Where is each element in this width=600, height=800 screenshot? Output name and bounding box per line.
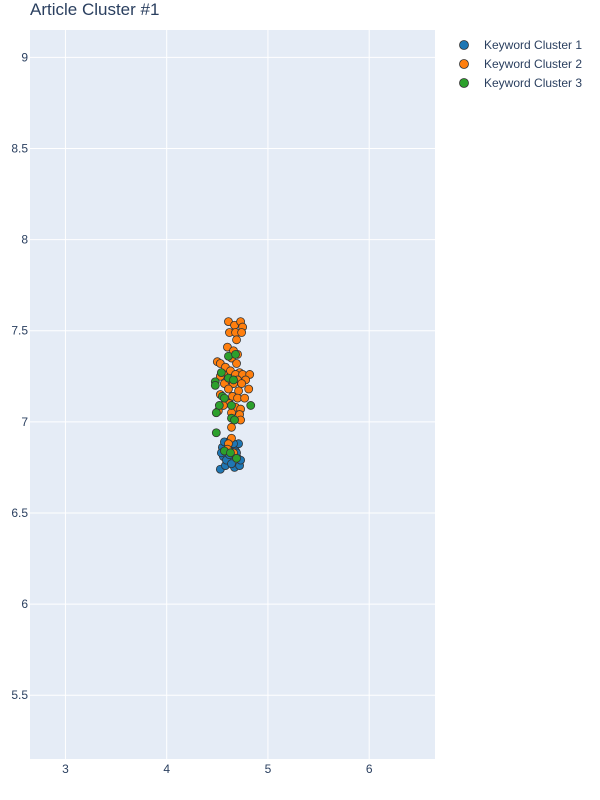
legend-marker: [459, 40, 469, 50]
data-point[interactable]: [227, 401, 236, 410]
y-tick-label: 6.5: [11, 506, 28, 520]
y-tick-label: 7.5: [11, 324, 28, 338]
data-point[interactable]: [232, 359, 241, 368]
data-point[interactable]: [216, 368, 226, 378]
series-3-points: [210, 350, 256, 463]
y-tick-label: 7: [21, 415, 28, 429]
data-point[interactable]: [244, 384, 254, 394]
data-point[interactable]: [227, 459, 236, 469]
data-point[interactable]: [227, 422, 236, 432]
data-point[interactable]: [237, 328, 247, 337]
data-point[interactable]: [232, 335, 241, 345]
grid-lines: [30, 30, 435, 759]
data-point[interactable]: [226, 448, 235, 458]
data-point[interactable]: [224, 384, 233, 394]
data-point[interactable]: [230, 415, 239, 425]
y-tick-label: 5.5: [11, 688, 28, 702]
data-points: [210, 317, 256, 474]
x-tick-label: 6: [366, 762, 373, 776]
legend-marker: [459, 59, 469, 69]
y-tick-label: 6: [21, 597, 28, 611]
data-point[interactable]: [232, 453, 241, 463]
x-tick-label: 5: [265, 762, 272, 776]
legend-label: Keyword Cluster 3: [484, 76, 582, 90]
chart-title: Article Cluster #1: [30, 0, 159, 19]
legend-marker: [459, 78, 469, 88]
x-tick-label: 4: [163, 762, 170, 776]
data-point[interactable]: [210, 380, 220, 390]
x-tick-label: 3: [62, 762, 69, 776]
y-tick-label: 8.5: [11, 141, 28, 155]
x-axis-ticks: 3 4 5 6: [62, 762, 373, 776]
data-point[interactable]: [240, 393, 250, 403]
data-point[interactable]: [211, 428, 221, 438]
legend-item-3[interactable]: Keyword Cluster 3: [459, 76, 583, 90]
data-point[interactable]: [229, 375, 238, 385]
legend-label: Keyword Cluster 2: [484, 57, 582, 71]
data-point[interactable]: [214, 401, 224, 410]
y-tick-label: 8: [21, 233, 28, 247]
y-tick-label: 9: [21, 50, 28, 64]
legend-item-1[interactable]: Keyword Cluster 1: [459, 38, 583, 52]
data-point[interactable]: [231, 350, 240, 359]
y-axis-ticks: 5.5 6 6.5 7 7.5 8 8.5 9: [11, 50, 28, 702]
data-point[interactable]: [211, 408, 221, 418]
data-point[interactable]: [237, 379, 247, 388]
legend-label: Keyword Cluster 1: [484, 38, 582, 52]
data-point[interactable]: [219, 393, 229, 403]
legend[interactable]: Keyword Cluster 1 Keyword Cluster 2 Keywor…: [459, 38, 583, 90]
legend-item-2[interactable]: Keyword Cluster 2: [459, 57, 583, 71]
data-point[interactable]: [246, 401, 256, 410]
